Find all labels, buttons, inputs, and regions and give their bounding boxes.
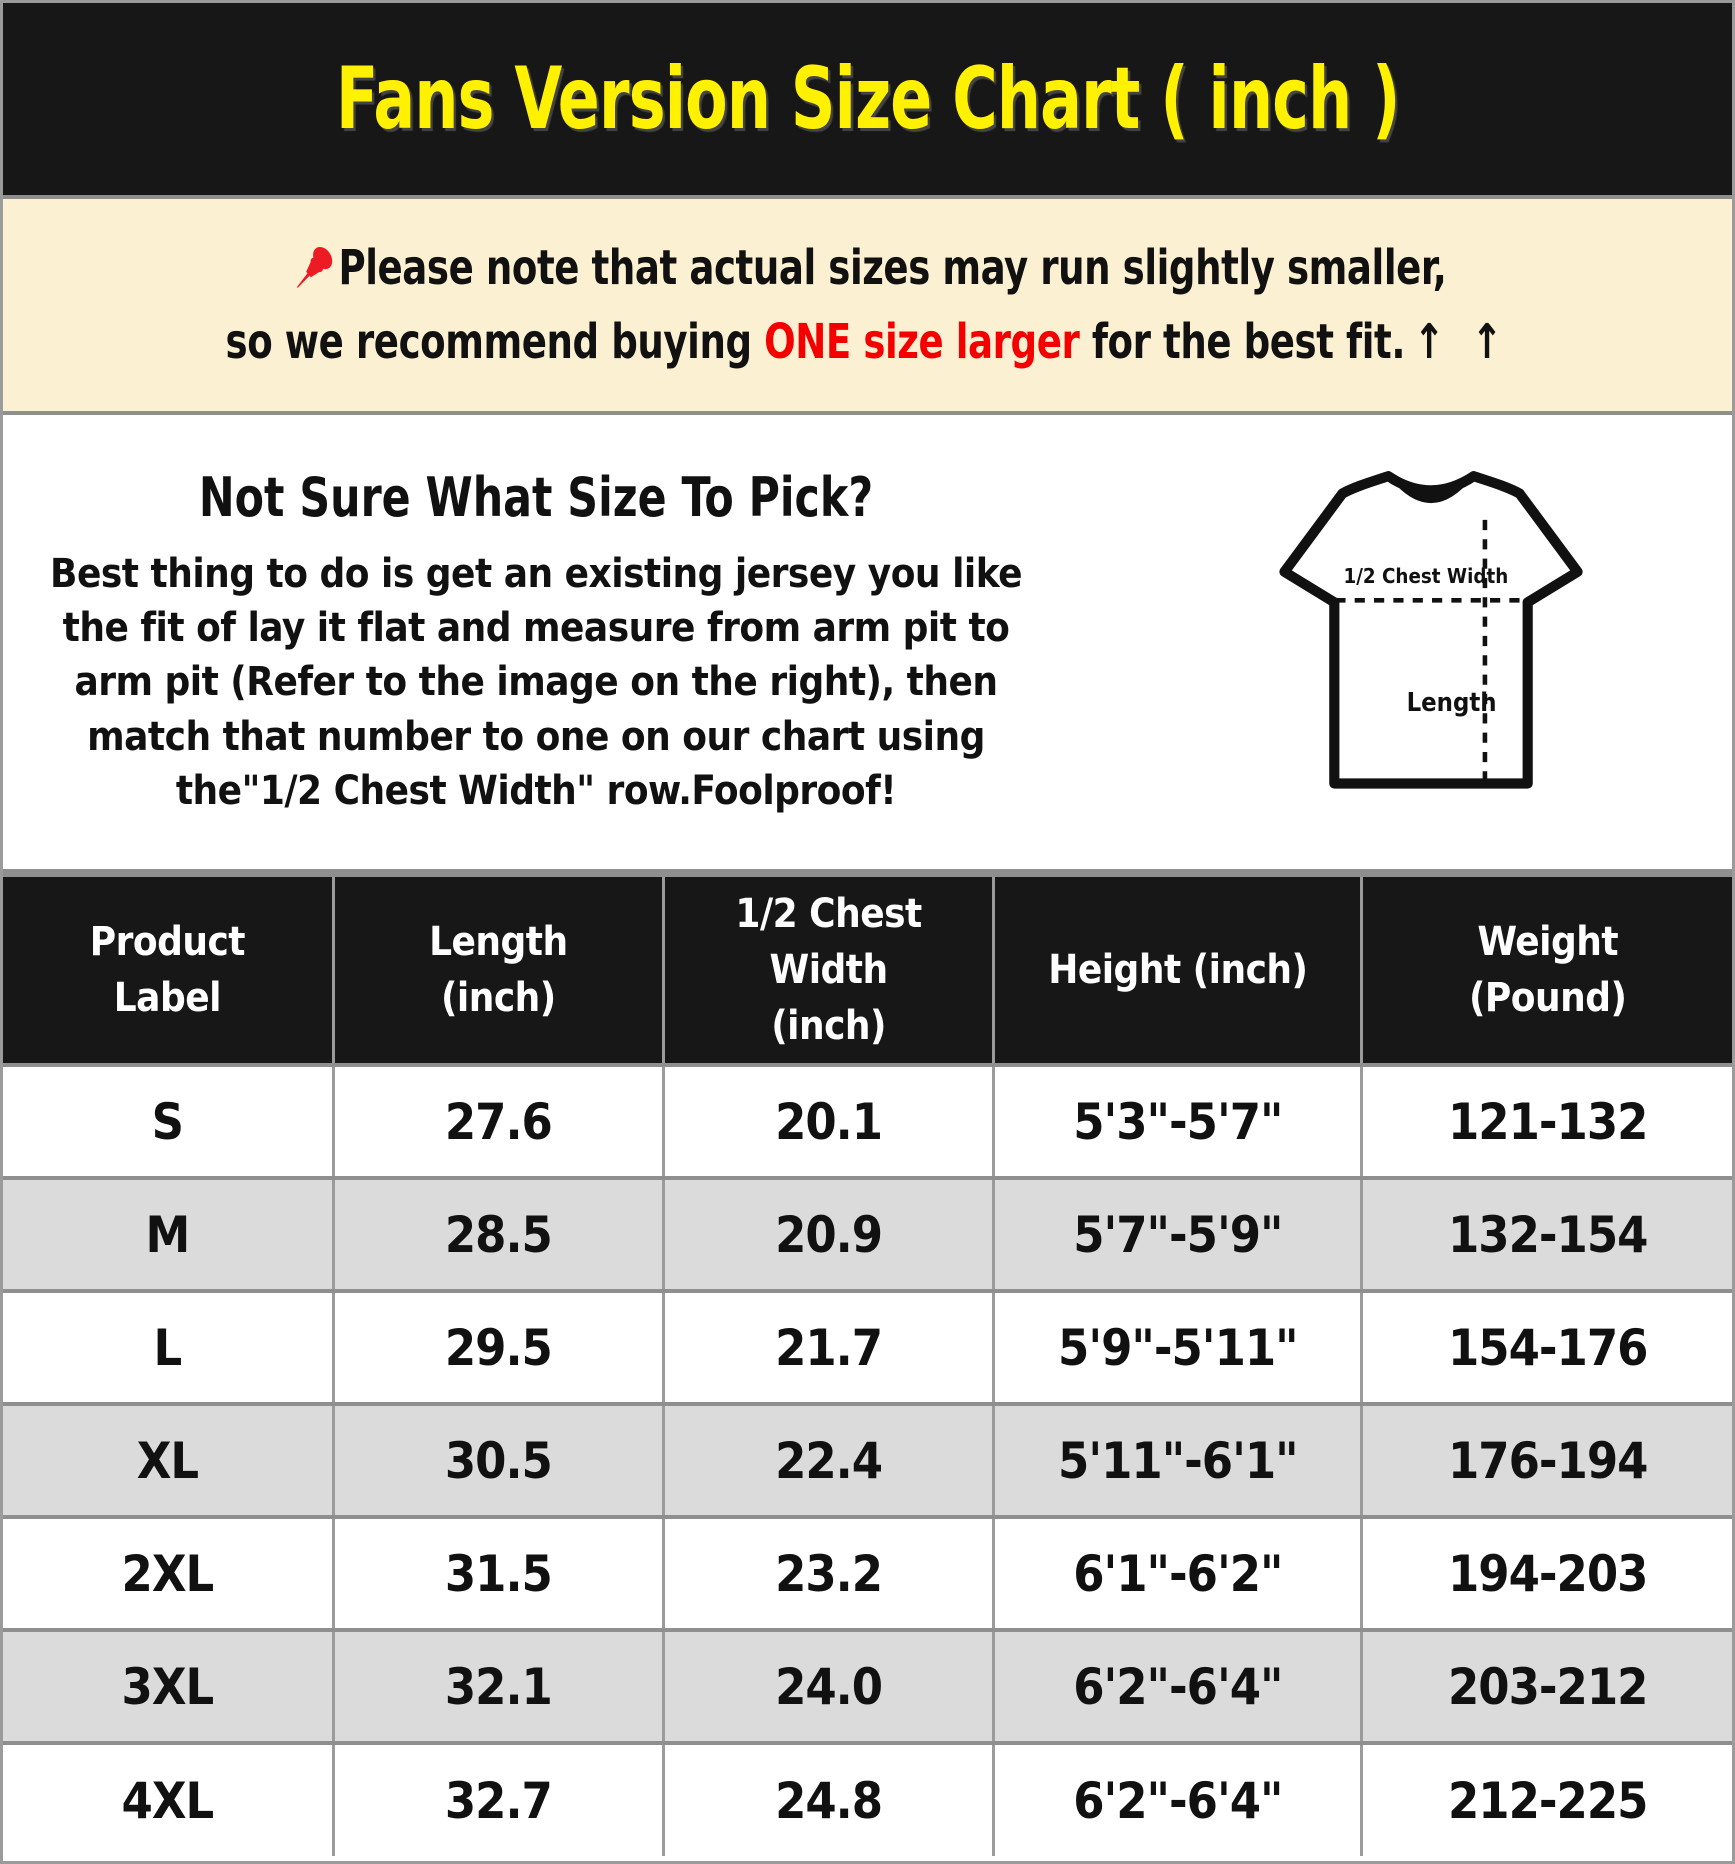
col-header-length: Length (inch) [331, 873, 664, 1065]
pushpin-icon [297, 246, 333, 288]
table-header-row: Product Label Length (inch) 1/2 Chest Wi… [3, 873, 1732, 1065]
cell-size: M [3, 1176, 334, 1291]
guide-section: Not Sure What Size To Pick? Best thing t… [3, 415, 1732, 873]
cell-length: 31.5 [331, 1515, 664, 1630]
cell-size: 3XL [3, 1628, 334, 1743]
cell-size: 4XL [3, 1741, 334, 1856]
length-label: Length [1407, 687, 1497, 717]
cell-size: 2XL [3, 1515, 334, 1630]
table-row-2xl: 2XL 31.5 23.2 6'1"-6'2" 194-203 [3, 1515, 1732, 1630]
tshirt-outline-icon: 1/2 Chest Width Length [1279, 471, 1583, 789]
cell-size: S [3, 1063, 334, 1178]
note-highlight: ONE size larger [764, 314, 1080, 370]
cell-weight: 194-203 [1360, 1515, 1732, 1630]
chest-width-label: 1/2 Chest Width [1343, 564, 1508, 588]
note-text-2b: for the best fit. [1079, 314, 1406, 370]
guide-text: Not Sure What Size To Pick? Best thing t… [3, 466, 1063, 819]
cell-chest: 23.2 [661, 1515, 994, 1630]
cell-chest: 21.7 [661, 1289, 994, 1404]
note-text-1: Please note that actual sizes may run sl… [338, 240, 1447, 296]
note-line-2: so we recommend buying ONE size larger f… [124, 314, 1611, 370]
cell-length: 32.1 [331, 1628, 664, 1743]
col-header-chest-width: 1/2 Chest Width (inch) [661, 873, 994, 1065]
cell-weight: 132-154 [1360, 1176, 1732, 1291]
cell-chest: 24.0 [661, 1628, 994, 1743]
cell-weight: 154-176 [1360, 1289, 1732, 1404]
cell-chest: 22.4 [661, 1402, 994, 1517]
cell-weight: 203-212 [1360, 1628, 1732, 1743]
cell-weight: 176-194 [1360, 1402, 1732, 1517]
table-row-s: S 27.6 20.1 5'3"-5'7" 121-132 [3, 1063, 1732, 1178]
cell-chest: 24.8 [661, 1741, 994, 1856]
up-arrows-icon: ↑ ↑ [1413, 314, 1510, 370]
col-header-product-label: Product Label [3, 873, 334, 1065]
cell-height: 5'9"-5'11" [992, 1289, 1362, 1404]
tshirt-diagram: 1/2 Chest Width Length [1278, 467, 1584, 817]
title-bar: Fans Version Size Chart ( inch ) [3, 3, 1732, 195]
cell-length: 28.5 [331, 1176, 664, 1291]
cell-length: 29.5 [331, 1289, 664, 1404]
note-text-2a: so we recommend buying [225, 314, 765, 370]
cell-weight: 212-225 [1360, 1741, 1732, 1856]
cell-height: 6'2"-6'4" [992, 1741, 1362, 1856]
cell-weight: 121-132 [1360, 1063, 1732, 1178]
cell-height: 5'7"-5'9" [992, 1176, 1362, 1291]
table-row-4xl: 4XL 32.7 24.8 6'2"-6'4" 212-225 [3, 1741, 1732, 1856]
note-section: Please note that actual sizes may run sl… [3, 195, 1732, 415]
cell-chest: 20.1 [661, 1063, 994, 1178]
page-title: Fans Version Size Chart ( inch ) [335, 49, 1400, 149]
col-header-height: Height (inch) [992, 873, 1362, 1065]
table-row-xl: XL 30.5 22.4 5'11"-6'1" 176-194 [3, 1402, 1732, 1517]
cell-height: 6'1"-6'2" [992, 1515, 1362, 1630]
note-line-1: Please note that actual sizes may run sl… [124, 240, 1611, 298]
table-row-m: M 28.5 20.9 5'7"-5'9" 132-154 [3, 1176, 1732, 1291]
cell-size: XL [3, 1402, 334, 1517]
cell-height: 5'3"-5'7" [992, 1063, 1362, 1178]
cell-length: 32.7 [331, 1741, 664, 1856]
cell-length: 30.5 [331, 1402, 664, 1517]
cell-size: L [3, 1289, 334, 1404]
cell-chest: 20.9 [661, 1176, 994, 1291]
guide-body: Best thing to do is get an existing jers… [50, 550, 1022, 815]
size-table: Product Label Length (inch) 1/2 Chest Wi… [3, 873, 1732, 1856]
guide-heading: Not Sure What Size To Pick? [198, 465, 874, 529]
col-header-weight: Weight (Pound) [1360, 873, 1732, 1065]
table-row-3xl: 3XL 32.1 24.0 6'2"-6'4" 203-212 [3, 1628, 1732, 1743]
table-row-l: L 29.5 21.7 5'9"-5'11" 154-176 [3, 1289, 1732, 1404]
cell-height: 6'2"-6'4" [992, 1628, 1362, 1743]
cell-length: 27.6 [331, 1063, 664, 1178]
cell-height: 5'11"-6'1" [992, 1402, 1362, 1517]
